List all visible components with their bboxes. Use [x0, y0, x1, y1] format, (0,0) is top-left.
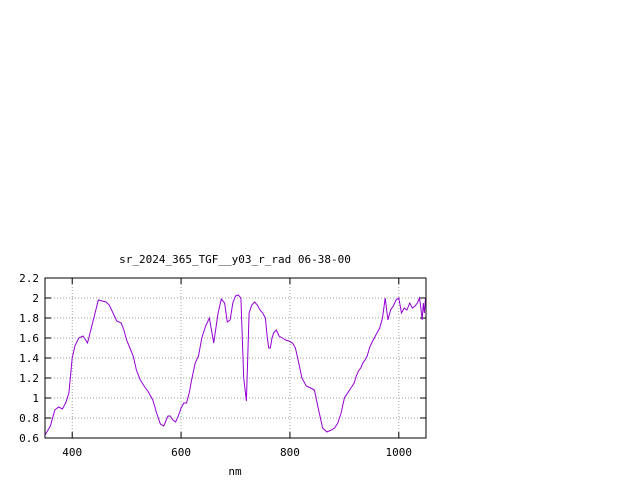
x-tick-label: 600	[171, 446, 191, 459]
y-tick-label: 0.8	[19, 412, 39, 425]
plot-border	[44, 277, 427, 439]
y-axis-ticks: 0.6 0.8 1 1.2 1.4 1.6 1.8 2 2.2	[19, 272, 426, 445]
series-line	[44, 294, 426, 436]
x-tick-label: 400	[62, 446, 82, 459]
y-tick-label: 1.4	[19, 352, 39, 365]
x-axis-label: nm	[228, 465, 242, 478]
x-tick-label: 1000	[386, 446, 413, 459]
y-tick-label: 1.8	[19, 312, 39, 325]
x-tick-label: 800	[280, 446, 300, 459]
y-tick-label: 1.6	[19, 332, 39, 345]
y-tick-label: 0.6	[19, 432, 39, 445]
x-axis-ticks: 400 600 800 1000	[62, 278, 412, 459]
y-tick-label: 1.2	[19, 372, 39, 385]
y-tick-label: 2.2	[19, 272, 39, 285]
y-tick-label: 1	[32, 392, 39, 405]
y-tick-label: 2	[32, 292, 39, 305]
chart-title: sr_2024_365_TGF__y03_r_rad 06-38-00	[119, 253, 351, 266]
grid-lines	[45, 278, 426, 438]
